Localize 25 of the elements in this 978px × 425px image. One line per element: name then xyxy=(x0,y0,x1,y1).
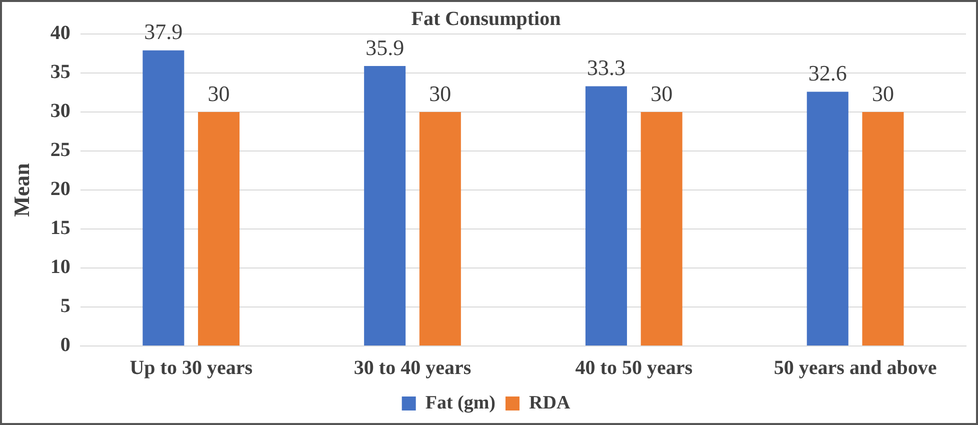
data-label: 30 xyxy=(650,80,673,106)
legend-label: Fat (gm) xyxy=(425,392,496,414)
y-axis-title: Mean xyxy=(8,163,34,217)
y-tick-label: 20 xyxy=(50,178,70,200)
x-tick-label: Up to 30 years xyxy=(130,357,253,380)
x-tick-label: 30 to 40 years xyxy=(354,357,472,380)
data-label: 37.9 xyxy=(144,19,183,44)
data-label: 35.9 xyxy=(366,34,404,60)
data-label: 30 xyxy=(872,80,894,106)
y-tick-label: 0 xyxy=(60,334,70,356)
y-tick-label: 30 xyxy=(50,100,70,122)
legend-label: RDA xyxy=(529,392,570,414)
y-tick-label: 5 xyxy=(60,295,70,318)
y-tick-label: 15 xyxy=(50,217,70,240)
x-tick-label: 40 to 50 years xyxy=(575,357,693,380)
y-tick-label: 10 xyxy=(50,256,70,278)
data-label: 32.6 xyxy=(808,60,847,86)
chart-title: Fat Consumption xyxy=(411,8,561,30)
y-tick-label: 40 xyxy=(50,22,70,44)
data-label: 33.3 xyxy=(586,55,626,80)
data-label: 30 xyxy=(429,80,452,106)
data-label: 30 xyxy=(208,80,230,106)
y-tick-label: 25 xyxy=(50,139,70,162)
x-tick-label: 50 years and above xyxy=(774,357,937,380)
y-tick-label: 35 xyxy=(50,61,70,84)
